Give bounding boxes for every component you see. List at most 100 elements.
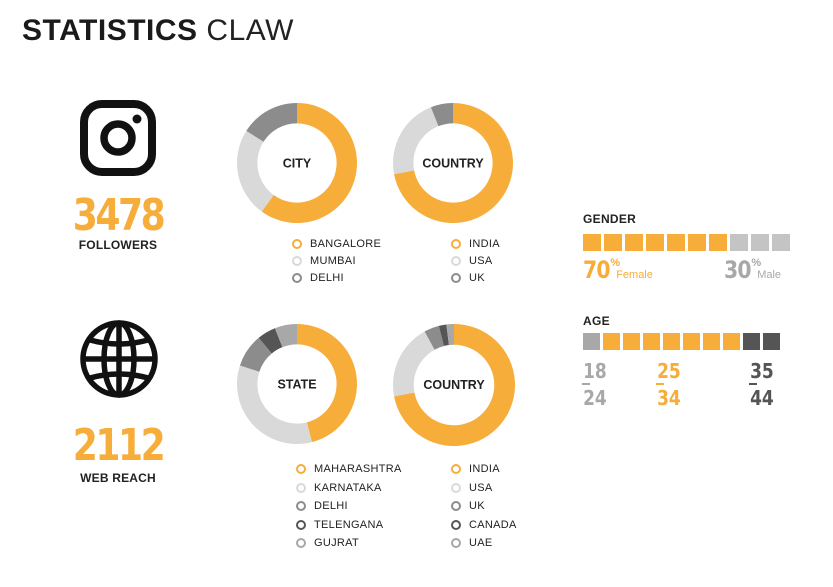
- web-reach-count: 2112: [72, 420, 166, 471]
- gender-bar-female-cell: [667, 234, 685, 251]
- age-bar-cell: [703, 333, 720, 350]
- gender-bar-male-cell: [751, 234, 769, 251]
- legend-marker: [296, 538, 306, 549]
- donut-slice-uae: [446, 324, 454, 346]
- gender-bar-female-cell: [604, 234, 622, 251]
- legend-label: USA: [469, 254, 493, 267]
- donut-slice-delhi: [246, 103, 297, 142]
- state-legend: MAHARASHTRA KARNATAKA DELHI TELENGANA GUJRAT: [296, 460, 402, 553]
- legend-item: USA: [451, 479, 517, 498]
- donut-slice-maharashtra: [297, 324, 358, 443]
- donut-slice-gujrat: [274, 324, 297, 348]
- age-label: AGE: [583, 314, 610, 328]
- legend-marker: [296, 501, 306, 512]
- legend-marker: [451, 464, 461, 475]
- legend-marker: [451, 482, 461, 493]
- age-bar-cell: [583, 333, 600, 350]
- instagram-icon: [80, 100, 156, 176]
- legend-marker: [451, 538, 461, 549]
- age-bar-cell: [723, 333, 740, 350]
- legend-label: MAHARASHTRA: [314, 463, 402, 476]
- legend-marker: [451, 501, 461, 512]
- legend-item: KARNATAKA: [296, 479, 402, 498]
- gender-bar-male-cell: [730, 234, 748, 251]
- title-light: CLAW: [206, 14, 294, 47]
- gender-bar-female-cell: [709, 234, 727, 251]
- city-legend: BANGALORE MUMBAI DELHI: [292, 235, 381, 286]
- age-group-35-44: 35 44: [748, 361, 776, 408]
- country-legend-web: INDIA USA UK CANADA UAE: [451, 460, 517, 553]
- donut-slice-india: [394, 103, 513, 223]
- title-bold: STATISTICS: [22, 14, 198, 47]
- legend-item: MAHARASHTRA: [296, 460, 402, 479]
- city-chart-title: CITY: [283, 157, 312, 171]
- gender-bar-male-cell: [772, 234, 790, 251]
- state-donut-chart: STATE: [237, 324, 358, 444]
- legend-label: UAE: [469, 537, 493, 550]
- legend-item: INDIA: [451, 460, 517, 479]
- age-bar-cell: [683, 333, 700, 350]
- donut-slice-delhi: [239, 337, 272, 372]
- donut-slice-canada: [438, 324, 449, 347]
- legend-item: GUJRAT: [296, 534, 402, 553]
- legend-marker: [292, 255, 302, 266]
- country-donut-chart-web: COUNTRY: [393, 324, 515, 446]
- legend-item: DELHI: [292, 269, 381, 286]
- female-percent: 70%Female: [583, 257, 653, 283]
- donut-slice-india: [394, 324, 515, 446]
- age-to: 24: [583, 386, 607, 410]
- donut-slice-bangalore: [261, 103, 357, 223]
- legend-marker: [292, 238, 302, 249]
- gender-bar-female-cell: [625, 234, 643, 251]
- country-chart-title: COUNTRY: [423, 378, 485, 392]
- legend-label: DELHI: [314, 500, 348, 513]
- legend-label: INDIA: [469, 463, 500, 476]
- gender-bar-female-cell: [583, 234, 601, 251]
- age-bar-cell: [603, 333, 620, 350]
- age-dash: [656, 383, 664, 385]
- age-from: 18: [583, 359, 607, 383]
- age-dash: [582, 383, 590, 385]
- legend-label: GUJRAT: [314, 537, 359, 550]
- donut-slice-usa: [393, 331, 435, 397]
- gender-bar-female-cell: [688, 234, 706, 251]
- gender-bar: [583, 234, 793, 251]
- female-percent-symbol: %: [610, 257, 621, 269]
- male-word: Male: [757, 269, 782, 281]
- legend-marker: [296, 464, 306, 475]
- gender-bar-female-cell: [646, 234, 664, 251]
- legend-item: BANGALORE: [292, 235, 381, 252]
- legend-item: UK: [451, 269, 500, 286]
- age-to: 34: [657, 386, 681, 410]
- male-percent-symbol: %: [751, 257, 762, 269]
- followers-count: 3478: [72, 190, 166, 241]
- age-bar-cell: [663, 333, 680, 350]
- legend-item: USA: [451, 252, 500, 269]
- country-donut-chart-instagram: COUNTRY: [393, 103, 513, 223]
- age-dash: [749, 383, 757, 385]
- legend-item: INDIA: [451, 235, 500, 252]
- age-bar: [583, 333, 783, 350]
- male-percent: 30%Male: [724, 257, 782, 283]
- gender-label: GENDER: [583, 212, 637, 226]
- legend-marker: [296, 519, 306, 530]
- legend-label: UK: [469, 271, 485, 284]
- legend-item: TELENGANA: [296, 516, 402, 535]
- legend-marker: [451, 272, 461, 283]
- page-title: STATISTICS CLAW: [22, 14, 294, 48]
- age-to: 44: [750, 386, 774, 410]
- age-bar-cell: [643, 333, 660, 350]
- legend-item: MUMBAI: [292, 252, 381, 269]
- country-legend-instagram: INDIA USA UK: [451, 235, 500, 286]
- legend-item: DELHI: [296, 497, 402, 516]
- legend-label: DELHI: [310, 271, 344, 284]
- legend-marker: [296, 482, 306, 493]
- followers-label: FOLLOWERS: [78, 238, 158, 252]
- donut-slice-usa: [393, 107, 439, 175]
- age-from: 25: [657, 359, 681, 383]
- legend-label: MUMBAI: [310, 254, 356, 267]
- legend-marker: [451, 255, 461, 266]
- age-group-18-24: 18 24: [581, 361, 609, 408]
- age-group-25-34: 25 34: [655, 361, 683, 408]
- legend-label: BANGALORE: [310, 237, 382, 250]
